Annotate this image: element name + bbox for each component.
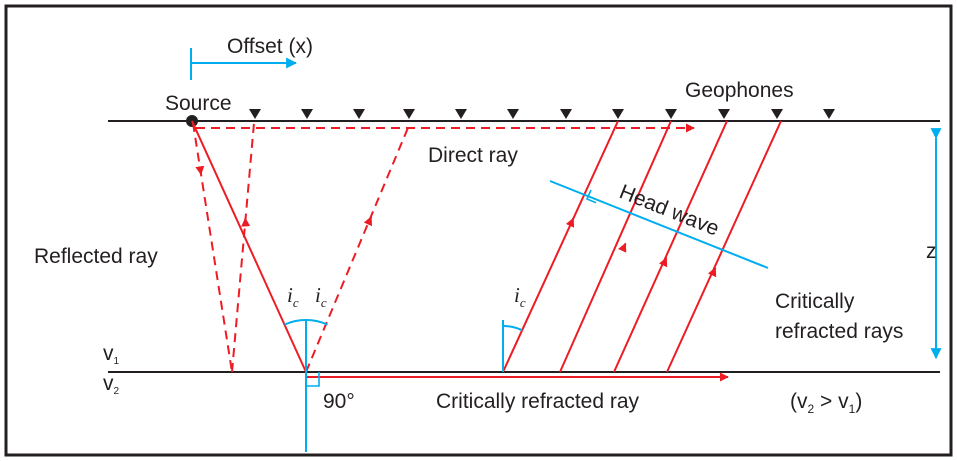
angle-i-headwave: i (514, 283, 520, 307)
velocity-relation-sub2: 2 (808, 402, 815, 416)
critical-angle-label-headwave: ic (514, 283, 526, 310)
offset-label: Offset (x) (227, 35, 313, 58)
geophone-marker (455, 109, 467, 119)
geophone-marker (771, 109, 783, 119)
angle-i-right: i (315, 283, 321, 307)
critical-angle-label-right: ic (315, 283, 327, 310)
reflected-ray-up (231, 122, 255, 373)
geophone-marker (249, 109, 261, 119)
geophone-marker (665, 109, 677, 119)
head-wave-ray (666, 120, 782, 373)
head-wave-ray (559, 120, 672, 373)
v1-label: v1 (103, 342, 120, 367)
geophone-marker (718, 109, 730, 119)
geophone-marker (612, 109, 624, 119)
critically-refracted-rays-label-line2: refracted rays (775, 320, 903, 343)
velocity-relation-mid: > v (814, 390, 849, 413)
reflected-rays (192, 122, 411, 373)
reflected-ray-up-far (305, 122, 411, 373)
head-wave-arrowheads (565, 217, 717, 278)
geophone-marker (301, 109, 313, 119)
angle-i-left: i (287, 283, 293, 307)
v2-subscript: 2 (114, 386, 120, 397)
reflected-ray-label: Reflected ray (34, 245, 158, 268)
z-label: z (926, 240, 937, 263)
critical-angle-arc-headwave (502, 325, 523, 332)
geophone-markers (249, 109, 835, 119)
geophone-marker (353, 109, 365, 119)
head-wave-front (549, 180, 769, 269)
angle-c-right: c (321, 295, 327, 310)
v1-subscript: 1 (114, 356, 120, 367)
critically-refracted-ray-label: Critically refracted ray (436, 390, 640, 413)
right-angle-label: 90° (323, 390, 355, 413)
critical-angle-arc-left (284, 318, 307, 326)
velocity-relation-open: (v (790, 390, 808, 413)
v1-letter: v (103, 342, 114, 365)
angle-c-left: c (293, 295, 299, 310)
incident-ray (191, 120, 307, 373)
right-angle-marker (306, 372, 320, 387)
geophone-marker (823, 109, 835, 119)
head-wave-rays (502, 120, 782, 373)
velocity-relation-sub1: 1 (849, 402, 856, 416)
diagram-frame (4, 4, 953, 457)
source-label: Source (165, 92, 232, 115)
right-angle-marker-headwave (585, 189, 597, 204)
geophones-label: Geophones (685, 79, 794, 102)
head-wave-ray (502, 120, 619, 373)
geophone-marker (507, 109, 519, 119)
velocity-relation-close: ) (855, 390, 862, 413)
geophone-marker (560, 109, 572, 119)
critical-angle-label-left: ic (287, 283, 299, 310)
critical-angle-arc-right (305, 318, 328, 326)
direct-ray-label: Direct ray (428, 144, 518, 167)
reflected-ray-down (192, 122, 233, 373)
geophone-marker (403, 109, 415, 119)
angle-c-headwave: c (520, 295, 526, 310)
head-wave-ray (613, 120, 728, 373)
critically-refracted-rays-label-line1: Critically (775, 290, 855, 313)
reflected-ray-arrowheads (195, 165, 373, 227)
v2-label: v2 (103, 372, 120, 397)
v2-letter: v (103, 372, 114, 395)
velocity-relation-label: (v2 > v1) (790, 390, 862, 416)
